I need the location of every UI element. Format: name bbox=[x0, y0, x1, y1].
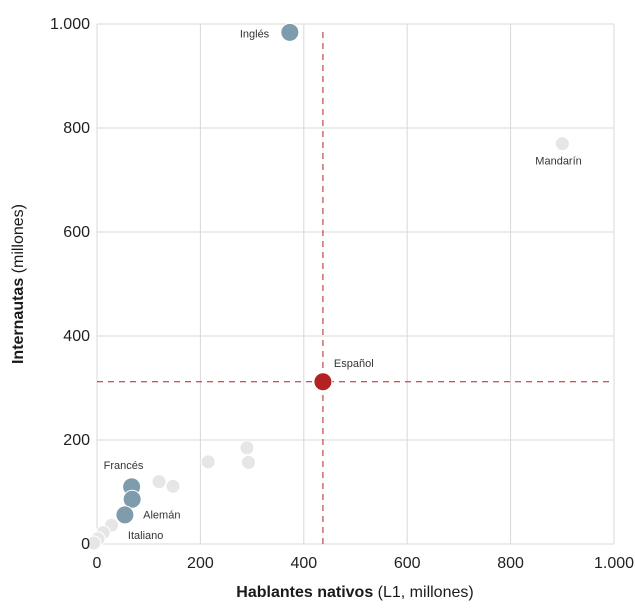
grid bbox=[96, 23, 615, 545]
data-point bbox=[240, 454, 256, 470]
point-label: Español bbox=[334, 358, 374, 370]
x-axis-title: Hablantes nativos (L1, millones) bbox=[236, 584, 473, 601]
data-point bbox=[239, 440, 255, 456]
y-tick-label: 800 bbox=[63, 120, 90, 137]
x-tick-label: 800 bbox=[497, 555, 524, 572]
y-tick-label: 600 bbox=[63, 224, 90, 241]
data-point bbox=[280, 22, 300, 42]
y-axis-title-bold: Internautas bbox=[10, 278, 27, 364]
y-axis-title: Internautas (millones) bbox=[10, 204, 27, 364]
x-tick-label: 200 bbox=[187, 555, 214, 572]
x-tick-label: 400 bbox=[290, 555, 317, 572]
tick-labels: 0 200 400 600 800 1.000 0 200 400 600 800 1.000 bbox=[50, 16, 634, 572]
point-label: Francés bbox=[104, 460, 144, 472]
y-tick-label: 200 bbox=[63, 432, 90, 449]
point-label: Mandarín bbox=[535, 156, 581, 168]
y-axis-title-unit: (millones) bbox=[10, 204, 27, 278]
data-point bbox=[86, 535, 102, 551]
data-point bbox=[313, 372, 333, 392]
data-point bbox=[165, 478, 181, 494]
reference-lines bbox=[97, 32, 614, 544]
data-point bbox=[200, 454, 216, 470]
x-tick-label: 600 bbox=[394, 555, 421, 572]
data-point bbox=[554, 136, 570, 152]
point-label: Inglés bbox=[240, 28, 270, 40]
point-labels: Inglés Mandarín Español Francés Alemán Italia… bbox=[104, 28, 582, 542]
data-point bbox=[122, 489, 142, 509]
point-label: Alemán bbox=[143, 509, 180, 521]
data-point bbox=[115, 505, 135, 525]
y-tick-label: 1.000 bbox=[50, 16, 90, 33]
x-tick-label: 0 bbox=[93, 555, 102, 572]
x-axis-title-unit: (L1, millones) bbox=[373, 584, 473, 601]
x-tick-label: 1.000 bbox=[594, 555, 634, 572]
point-label: Italiano bbox=[128, 530, 163, 542]
y-tick-label: 0 bbox=[81, 536, 90, 553]
data-points bbox=[86, 22, 570, 551]
x-axis-title-bold: Hablantes nativos bbox=[236, 584, 373, 601]
y-tick-label: 400 bbox=[63, 328, 90, 345]
data-point bbox=[151, 474, 167, 490]
